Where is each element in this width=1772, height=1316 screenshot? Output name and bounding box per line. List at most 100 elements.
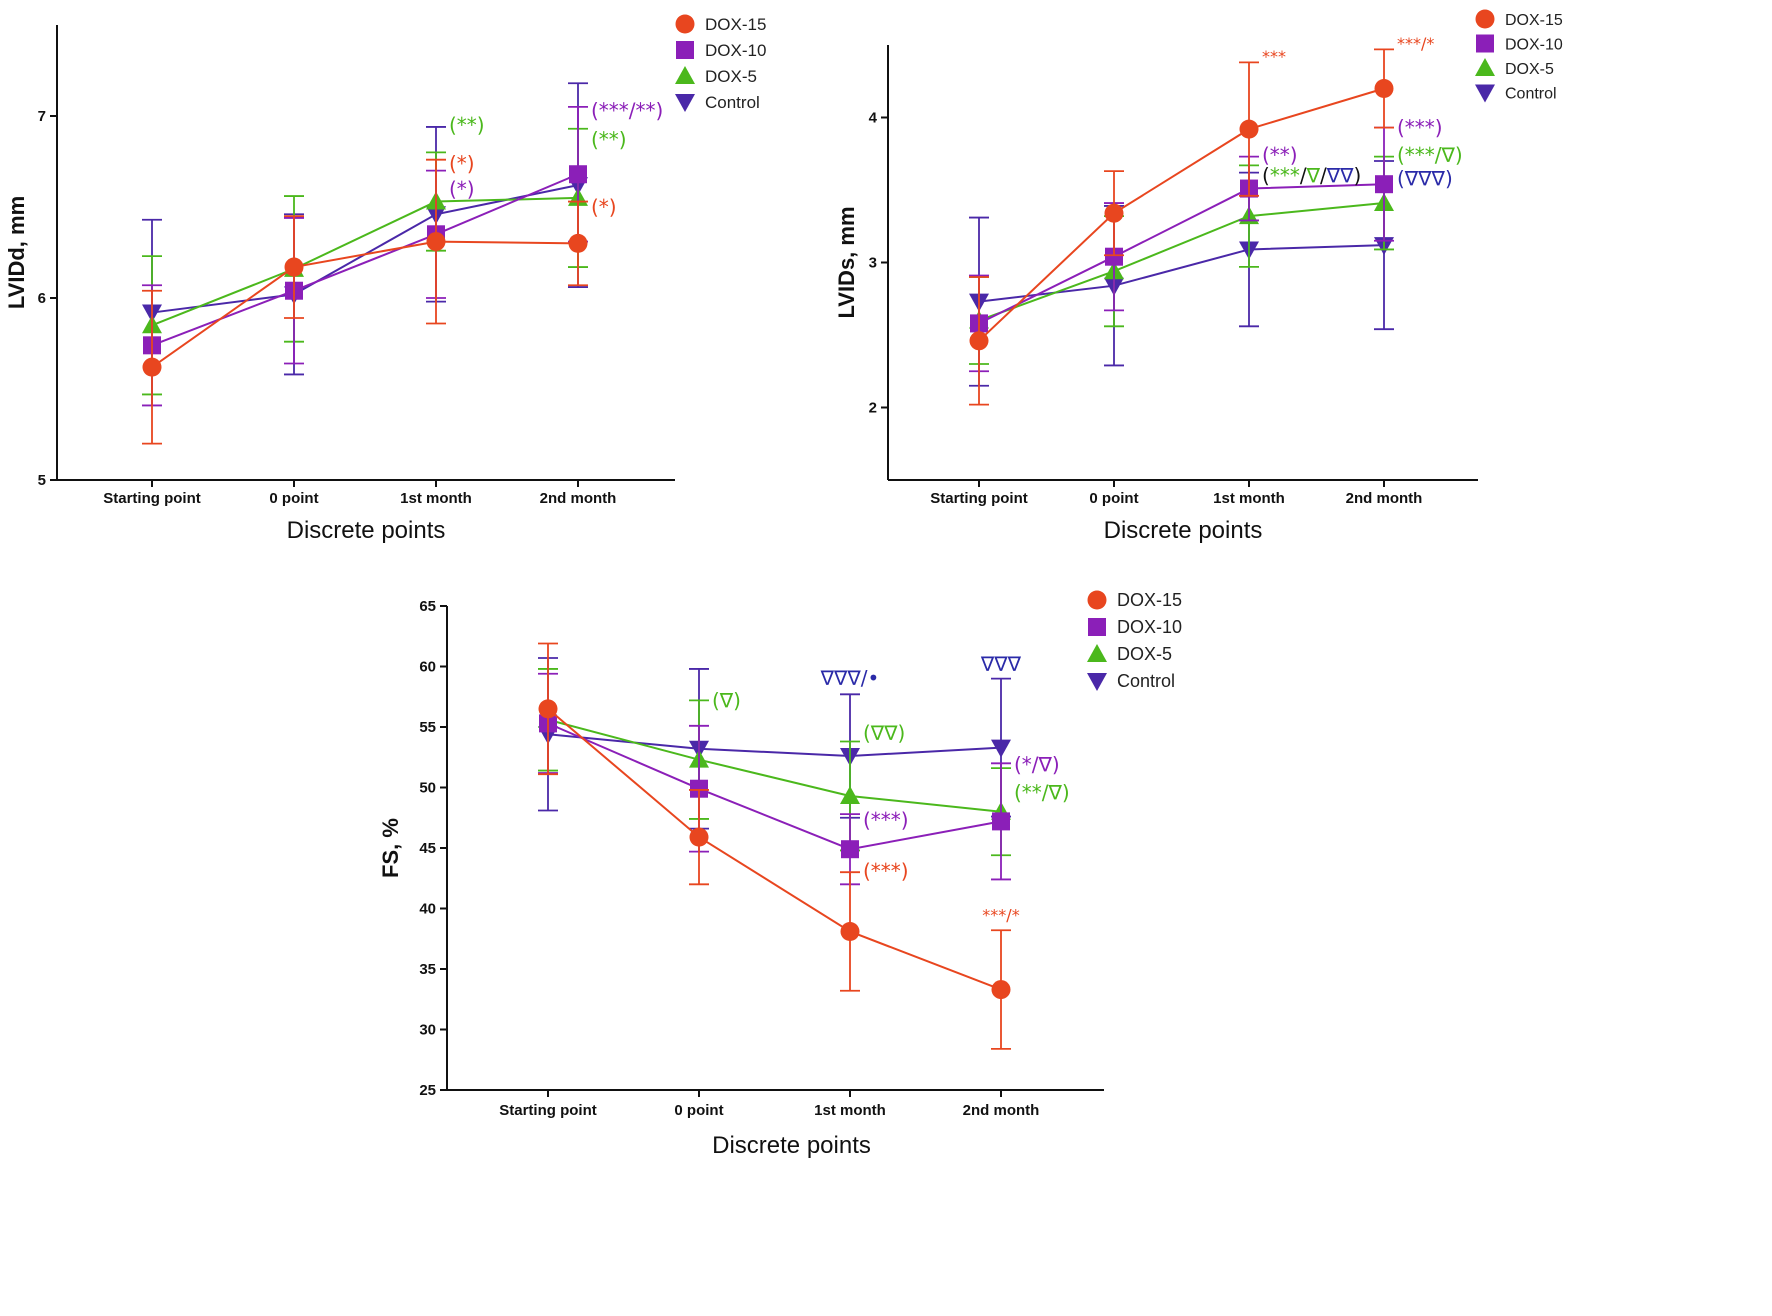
x-tick-label: 1st month bbox=[400, 490, 472, 507]
data-point bbox=[690, 779, 708, 798]
x-tick-label: Starting point bbox=[499, 1102, 597, 1119]
y-axis-title: LVIDd, mm bbox=[4, 196, 29, 309]
lvids-chart: 2 3 4 Starting point 0 point 1st month 2nd mon… bbox=[834, 0, 1772, 640]
legend-label: DOX-5 bbox=[1117, 644, 1172, 664]
y-tick-label: 2 bbox=[869, 400, 877, 417]
legend-marker bbox=[1087, 644, 1107, 662]
legend-item-dox-10: DOX-10 bbox=[1476, 34, 1563, 54]
x-tick-label: 0 point bbox=[1089, 490, 1138, 507]
significance-annotation: (**/∇) bbox=[1014, 780, 1070, 804]
legend-label: DOX-10 bbox=[705, 41, 766, 60]
significance-annotation: ***/* bbox=[1397, 34, 1434, 53]
lvids-svg: 2 3 4 Starting point 0 point 1st month 2nd mon… bbox=[834, 9, 1563, 544]
significance-annotation: (***/∇/∇∇) bbox=[1262, 164, 1361, 188]
legend-label: DOX-5 bbox=[1505, 61, 1554, 78]
fs-svg: 25 30 35 40 45 50 55 60 65 Starting point 0 point 1… bbox=[378, 590, 1182, 1159]
legend-marker bbox=[676, 41, 694, 59]
y-tick-label: 55 bbox=[419, 719, 436, 736]
data-point bbox=[841, 840, 859, 859]
significance-annotation: (***) bbox=[863, 808, 909, 832]
legend-label: DOX-15 bbox=[1117, 590, 1182, 610]
lvidd-svg: 5 6 7 Starting point 0 point 1st month 2nd mon… bbox=[4, 14, 766, 544]
significance-annotation: ∇∇∇ bbox=[980, 652, 1022, 676]
y-tick-label: 35 bbox=[419, 961, 436, 978]
y-tick-label: 40 bbox=[419, 901, 436, 918]
significance-annotation: (***) bbox=[1397, 116, 1443, 140]
significance-annotation: (**) bbox=[449, 113, 485, 137]
y-axis-title: LVIDs, mm bbox=[834, 206, 859, 318]
significance-annotation: ***/* bbox=[982, 905, 1019, 924]
legend-item-control: Control bbox=[675, 93, 760, 112]
y-tick-label: 50 bbox=[419, 780, 436, 797]
significance-annotation: (*) bbox=[449, 177, 475, 201]
data-point bbox=[1104, 203, 1124, 223]
data-point bbox=[992, 812, 1010, 831]
legend-marker bbox=[675, 66, 695, 84]
x-tick-label: 1st month bbox=[1213, 490, 1285, 507]
legend-item-dox-5: DOX-5 bbox=[1087, 644, 1172, 664]
x-tick-label: 2nd month bbox=[540, 490, 617, 507]
significance-annotation: (*/∇) bbox=[1014, 753, 1060, 777]
series-dox-15 bbox=[142, 158, 588, 445]
data-point bbox=[1375, 175, 1393, 194]
series-dox-15 bbox=[969, 48, 1394, 406]
legend-item-dox-5: DOX-5 bbox=[1475, 58, 1554, 78]
y-tick-label: 7 bbox=[38, 108, 46, 125]
legend-label: Control bbox=[1505, 86, 1557, 103]
legend-item-dox-5: DOX-5 bbox=[675, 66, 757, 86]
legend-item-dox-15: DOX-15 bbox=[1087, 590, 1182, 610]
series-dox-5 bbox=[969, 155, 1394, 365]
series-line bbox=[978, 202, 1385, 322]
series-dox-10 bbox=[142, 106, 588, 407]
legend-label: Control bbox=[1117, 671, 1175, 691]
significance-annotation: (***/**) bbox=[591, 99, 663, 123]
series-line bbox=[547, 708, 1002, 991]
y-axis-title: FS, % bbox=[378, 818, 403, 878]
significance-annotation: *** bbox=[1262, 47, 1286, 66]
legend-item-control: Control bbox=[1087, 671, 1175, 691]
legend-label: Control bbox=[705, 93, 760, 112]
significance-annotation: (***/∇) bbox=[1397, 143, 1463, 167]
series-line bbox=[547, 722, 1002, 851]
significance-annotation: (*) bbox=[449, 151, 475, 175]
legend-item-dox-10: DOX-10 bbox=[676, 41, 766, 60]
data-point bbox=[142, 357, 162, 377]
x-axis-title: Discrete points bbox=[1104, 517, 1263, 544]
legend-marker bbox=[1475, 58, 1495, 76]
x-tick-label: Starting point bbox=[930, 490, 1028, 507]
x-axis-title: Discrete points bbox=[712, 1132, 871, 1159]
y-tick-label: 45 bbox=[419, 840, 436, 857]
legend-marker bbox=[1087, 590, 1107, 610]
legend-item-control: Control bbox=[1475, 84, 1557, 103]
significance-annotation: (∇∇∇) bbox=[1397, 166, 1453, 190]
legend-label: DOX-10 bbox=[1505, 37, 1563, 54]
series-line bbox=[151, 184, 579, 314]
legend-item-dox-10: DOX-10 bbox=[1088, 617, 1182, 637]
x-tick-label: 0 point bbox=[269, 490, 318, 507]
y-tick-label: 6 bbox=[38, 290, 46, 307]
data-point bbox=[284, 257, 304, 277]
x-tick-label: 2nd month bbox=[963, 1102, 1040, 1119]
legend-marker bbox=[1475, 84, 1495, 103]
data-point bbox=[1105, 247, 1123, 266]
series-dox-5 bbox=[538, 668, 1011, 857]
significance-annotation: (**) bbox=[591, 128, 627, 152]
data-point bbox=[991, 739, 1011, 758]
significance-annotation: (***) bbox=[863, 859, 909, 883]
data-point bbox=[840, 785, 860, 804]
y-tick-label: 30 bbox=[419, 1022, 436, 1039]
data-point bbox=[426, 232, 446, 252]
legend-marker bbox=[1476, 34, 1494, 53]
x-axis-title: Discrete points bbox=[287, 517, 446, 544]
y-tick-label: 60 bbox=[419, 659, 436, 676]
data-point bbox=[569, 165, 587, 184]
legend-label: DOX-15 bbox=[1505, 12, 1563, 29]
legend-label: DOX-5 bbox=[705, 67, 757, 86]
data-point bbox=[1239, 119, 1259, 139]
series-control bbox=[969, 160, 1394, 387]
data-point bbox=[840, 921, 860, 941]
series-line bbox=[978, 183, 1385, 325]
series-line bbox=[547, 718, 1002, 813]
series-line bbox=[151, 196, 579, 327]
legend-item-dox-15: DOX-15 bbox=[1475, 9, 1563, 29]
